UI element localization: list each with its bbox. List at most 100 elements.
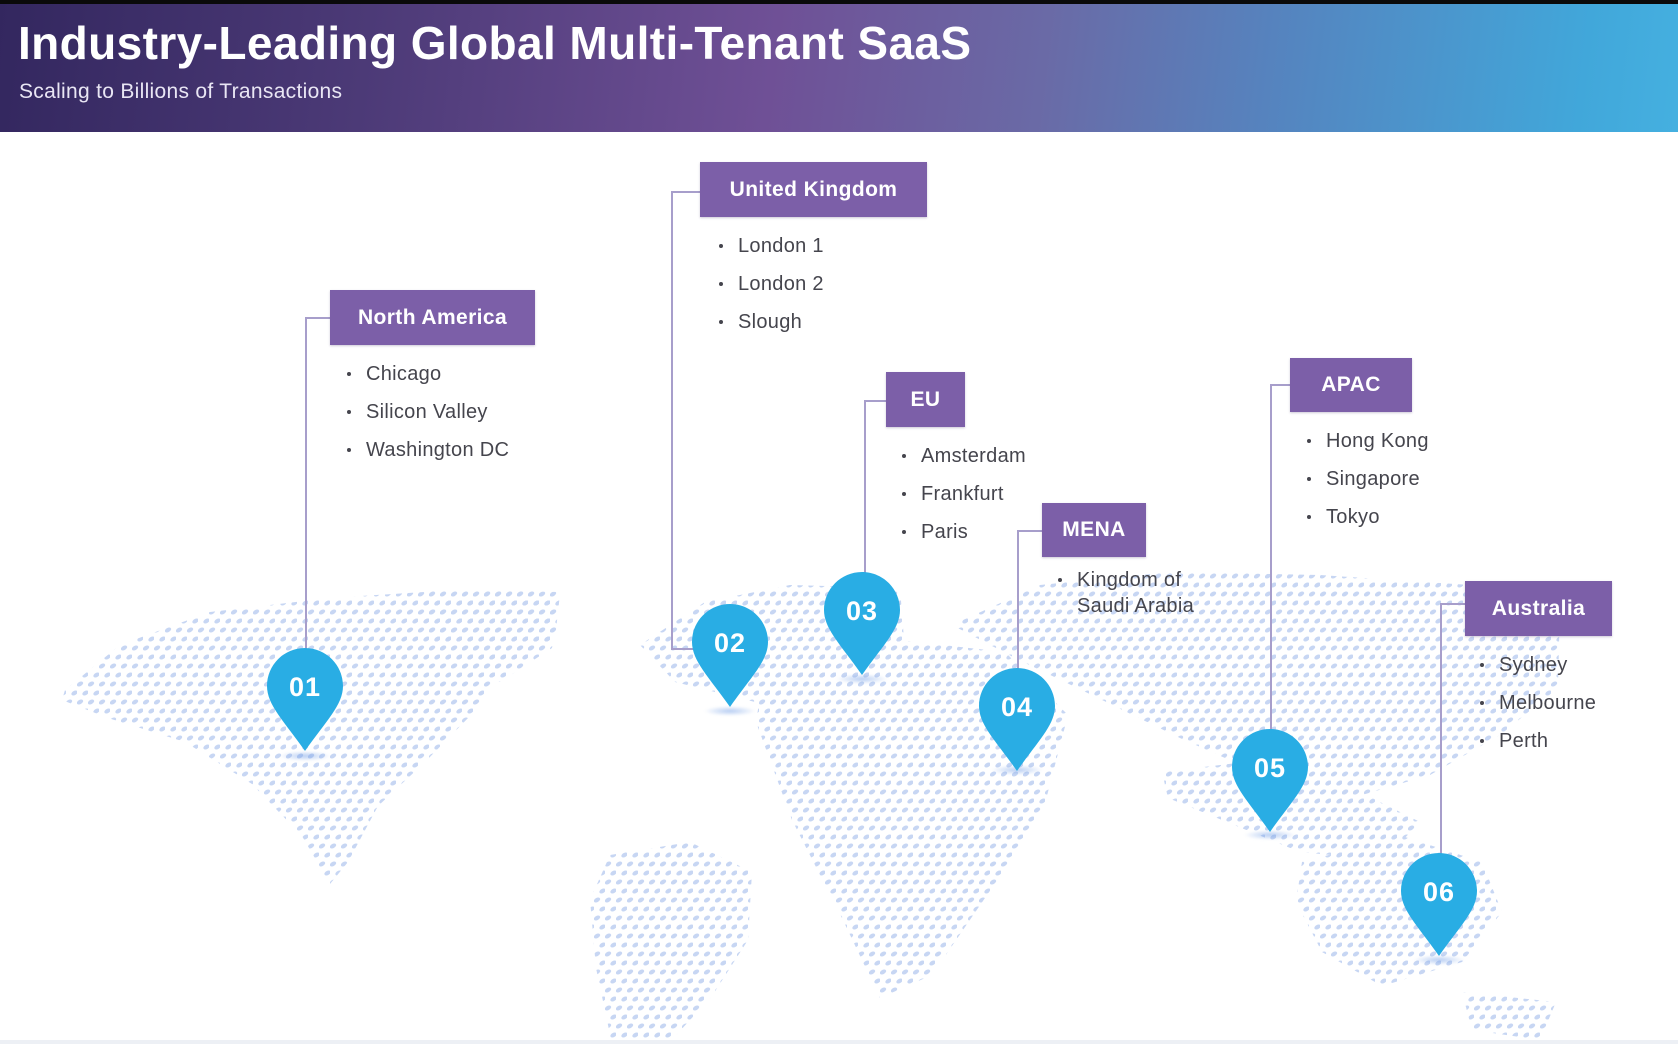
location-pin-icon: 02: [690, 602, 770, 709]
page-subtitle: Scaling to Billions of Transactions: [19, 80, 343, 103]
connector-line: [1017, 530, 1019, 670]
top-edge-bar: [0, 0, 1678, 4]
location-pin-icon: 04: [977, 666, 1057, 773]
city-list-mena: Kingdom of Saudi Arabia: [1058, 567, 1227, 619]
landmass-asia: [952, 572, 1560, 798]
city-name: London 1: [738, 234, 824, 257]
city-name: Slough: [738, 310, 803, 333]
bullet-icon: [347, 448, 351, 452]
pin-shadow: [704, 706, 756, 716]
bullet-icon: [902, 454, 906, 458]
city-item: Washington DC: [347, 431, 509, 469]
city-item: Melbourne: [1480, 684, 1596, 722]
continents: [62, 572, 1560, 1044]
pin-number: 01: [288, 672, 322, 702]
header-banner: Industry-Leading Global Multi-Tenant Saa…: [0, 0, 1678, 132]
location-pin-icon: 01: [265, 646, 345, 753]
pin-number: 03: [845, 596, 879, 626]
bullet-icon: [1058, 578, 1062, 582]
city-list-united-kingdom: London 1 London 2 Slough: [719, 227, 824, 341]
region-label-text: APAC: [1321, 373, 1381, 396]
location-pin-icon: 03: [822, 570, 902, 677]
page-title: Industry-Leading Global Multi-Tenant Saa…: [18, 17, 972, 69]
landmass-greenland: [425, 588, 560, 682]
location-pin-icon: 05: [1230, 727, 1310, 834]
bullet-icon: [1307, 515, 1311, 519]
bullet-icon: [902, 492, 906, 496]
city-name: Frankfurt: [921, 482, 1004, 505]
region-label-north-america: North America: [330, 290, 535, 345]
landmass-south-america: [590, 842, 752, 1044]
connector-line: [1270, 384, 1272, 730]
city-item: Singapore: [1307, 460, 1429, 498]
connector-line: [671, 191, 702, 193]
city-item: Paris: [902, 513, 1026, 551]
bullet-icon: [719, 320, 723, 324]
location-pin-icon: 06: [1399, 851, 1479, 958]
pin-number: 05: [1253, 753, 1287, 783]
landmass-new-zealand: [1462, 992, 1556, 1040]
bullet-icon: [347, 410, 351, 414]
region-label-australia: Australia: [1465, 581, 1612, 636]
city-list-north-america: Chicago Silicon Valley Washington DC: [347, 355, 509, 469]
connector-line: [671, 648, 693, 650]
city-item: Perth: [1480, 722, 1596, 760]
pin-shadow: [1413, 955, 1465, 965]
city-name: Silicon Valley: [366, 400, 488, 423]
bullet-icon: [719, 244, 723, 248]
region-label-text: Australia: [1491, 596, 1586, 620]
city-item: Hong Kong: [1307, 422, 1429, 460]
region-label-apac: APAC: [1290, 358, 1412, 412]
region-label-eu: EU: [886, 372, 965, 427]
city-name: Amsterdam: [921, 444, 1026, 467]
city-item: Slough: [719, 303, 824, 341]
pin-number: 02: [713, 628, 747, 658]
city-item: Chicago: [347, 355, 509, 393]
city-name: Melbourne: [1499, 691, 1597, 714]
city-item: Sydney: [1480, 646, 1596, 684]
pin-shadow: [1244, 830, 1296, 840]
region-label-united-kingdom: United Kingdom: [700, 162, 927, 217]
bullet-icon: [1307, 477, 1311, 481]
city-name: Sydney: [1499, 653, 1568, 676]
bullet-icon: [1480, 663, 1484, 667]
bottom-edge-bar: [0, 1040, 1678, 1044]
city-item: Tokyo: [1307, 498, 1429, 536]
city-item: London 1: [719, 227, 824, 265]
city-name: Washington DC: [366, 438, 510, 461]
city-name: London 2: [738, 272, 824, 295]
city-name: Singapore: [1326, 467, 1420, 490]
city-name: Chicago: [366, 362, 442, 385]
region-label-text: EU: [910, 387, 941, 411]
region-label-mena: MENA: [1042, 503, 1146, 557]
pin-number: 06: [1422, 877, 1456, 907]
city-list-apac: Hong Kong Singapore Tokyo: [1307, 422, 1429, 536]
connector-line: [305, 317, 307, 649]
city-item: Amsterdam: [902, 437, 1026, 475]
region-label-text: North America: [357, 305, 508, 329]
landmass-southeast-asia: [1162, 760, 1420, 860]
connector-line: [671, 191, 673, 650]
city-list-australia: Sydney Melbourne Perth: [1480, 646, 1596, 760]
bullet-icon: [1480, 739, 1484, 743]
city-list-eu: Amsterdam Frankfurt Paris: [902, 437, 1026, 551]
city-item: Frankfurt: [902, 475, 1026, 513]
connector-line: [1270, 384, 1292, 386]
bullet-icon: [902, 530, 906, 534]
city-name: Tokyo: [1326, 505, 1380, 528]
connector-line: [1017, 530, 1044, 532]
city-name: Paris: [921, 520, 969, 543]
region-label-text: MENA: [1062, 518, 1126, 541]
connector-line: [864, 400, 888, 402]
connector-line: [1440, 603, 1467, 605]
city-item: London 2: [719, 265, 824, 303]
pin-shadow: [279, 751, 331, 761]
city-name: Kingdom of Saudi Arabia: [1077, 569, 1195, 617]
bullet-icon: [1307, 439, 1311, 443]
bullet-icon: [1480, 701, 1484, 705]
city-name: Perth: [1499, 729, 1549, 752]
bullet-icon: [719, 282, 723, 286]
pin-number: 04: [1000, 692, 1034, 722]
bullet-icon: [347, 372, 351, 376]
connector-line: [864, 400, 866, 574]
